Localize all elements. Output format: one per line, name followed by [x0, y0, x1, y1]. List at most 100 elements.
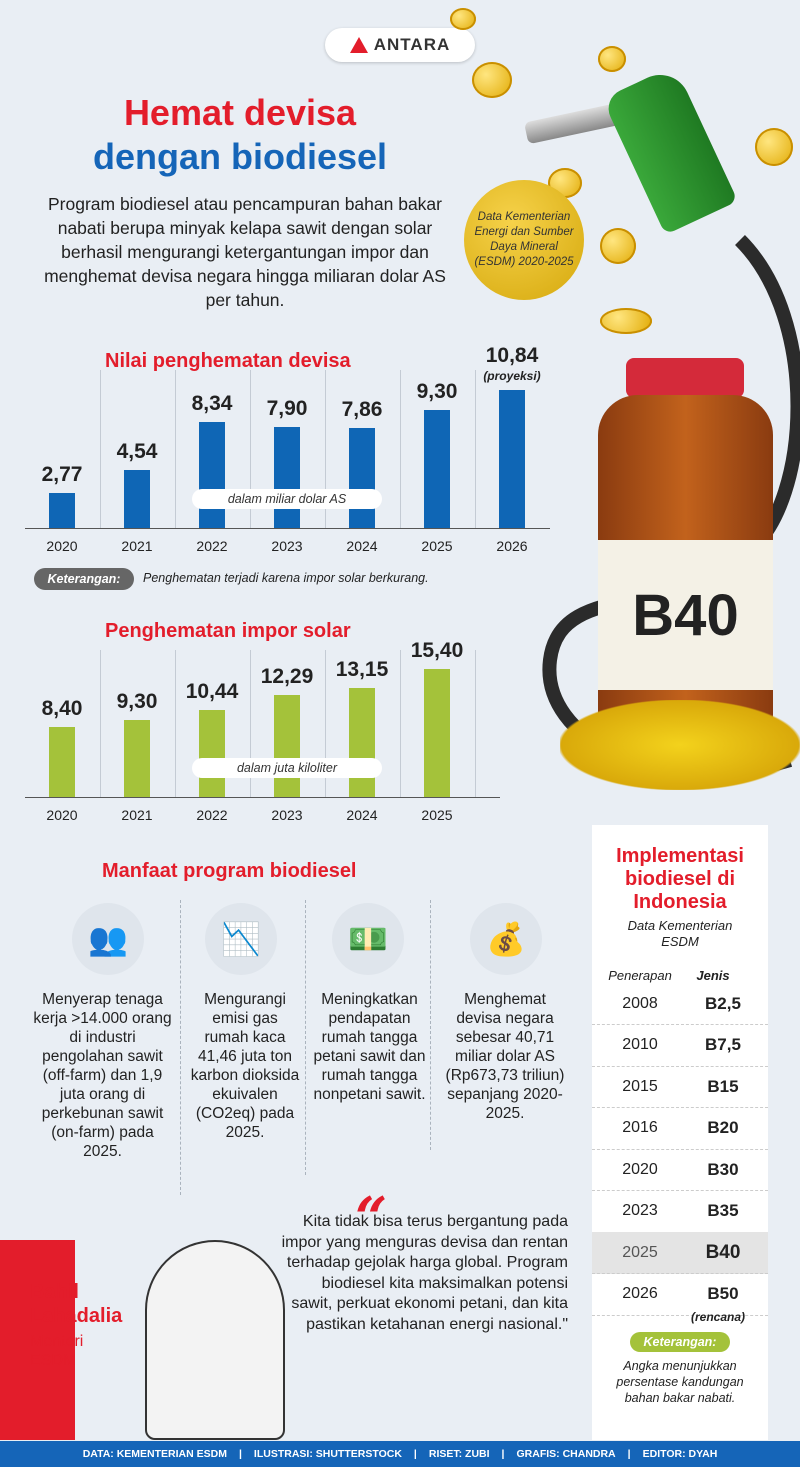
- gridline: [100, 650, 101, 797]
- divider: [430, 900, 431, 1150]
- row-year: 2015: [622, 1077, 658, 1095]
- bar: [49, 727, 75, 797]
- title-line2: dengan biodiesel: [92, 136, 388, 177]
- x-tick-label: 2024: [346, 807, 378, 823]
- implementation-panel: Implementasi biodiesel di Indonesia Data…: [592, 825, 768, 1440]
- coin-icon: [600, 308, 652, 334]
- chart1-unit-note: dalam miliar dolar AS: [192, 489, 382, 509]
- row-type: B20: [707, 1118, 739, 1137]
- coin-icon: [600, 228, 636, 264]
- footer-credit: RISET: ZUBI: [428, 1448, 490, 1460]
- row-type: B50: [707, 1284, 739, 1303]
- implementation-row: 2026 B50: [592, 1274, 768, 1316]
- benefit-text-2: Mengurangi emisi gas rumah kaca 41,46 ju…: [190, 991, 300, 1141]
- row-year: 2026: [622, 1285, 658, 1302]
- x-tick-label: 2026: [496, 538, 528, 554]
- x-tick-label: 2022: [196, 538, 228, 554]
- keterangan-text: Penghematan terjadi karena impor solar b…: [143, 571, 429, 585]
- red-accent: [0, 1240, 75, 1440]
- implementation-source: Data Kementerian ESDM: [627, 918, 733, 949]
- bar-value-label: 9,30: [416, 379, 458, 403]
- footer-separator: |: [501, 1448, 505, 1460]
- gridline: [475, 650, 476, 797]
- implementation-title: Implementasi biodiesel di Indonesia: [616, 845, 744, 913]
- income-growth-icon: 💵: [332, 903, 404, 975]
- title-line1: Hemat devisa: [123, 92, 357, 133]
- x-tick-label: 2021: [121, 807, 153, 823]
- row-type: B35: [707, 1201, 739, 1220]
- antara-mark-icon: [349, 37, 368, 53]
- implementation-row: 2023 B35: [592, 1191, 768, 1233]
- gridline: [325, 370, 326, 528]
- coin-icon: [472, 62, 512, 98]
- implementation-row: 2025 B40: [592, 1232, 768, 1274]
- projection-note: (proyeksi): [483, 369, 541, 384]
- credits-footer: DATA: KEMENTERIAN ESDM | ILUSTRASI: SHUTTE…: [0, 1441, 800, 1467]
- bar: [199, 421, 225, 528]
- benefit-text-3: Meningkatkan pendapatan rumah tangga pet…: [313, 991, 426, 1103]
- gridline: [325, 650, 326, 797]
- quote-text: Kita tidak bisa terus bergantung pada im…: [281, 1213, 568, 1333]
- footer-credit: GRAFIS: CHANDRA: [516, 1448, 616, 1460]
- gridline: [100, 370, 101, 528]
- bar-value-label: 10,84: [485, 344, 539, 368]
- col-type-header: Jenis: [696, 968, 730, 983]
- implementation-row: 2015 B15: [592, 1066, 768, 1108]
- bar-value-label: 4,54: [116, 440, 158, 464]
- footer-credit: DATA: KEMENTERIAN ESDM: [82, 1448, 227, 1460]
- person-name: Bahil Lahadalia: [30, 1281, 123, 1327]
- bar: [124, 719, 150, 797]
- row-type: B7,5: [705, 1035, 741, 1054]
- footer-separator: |: [413, 1448, 417, 1460]
- x-axis: [25, 797, 500, 798]
- person-role: Menteri ESDM: [30, 1333, 84, 1369]
- x-tick-label: 2022: [196, 807, 228, 823]
- bar: [274, 694, 300, 797]
- implementation-row: 2008 B2,5: [592, 983, 768, 1025]
- antara-logo: ANTARA: [325, 28, 475, 62]
- bar-value-label: 2,77: [41, 462, 83, 486]
- bar: [424, 409, 450, 528]
- money-savings-icon: 💰: [470, 903, 542, 975]
- bar-value-label: 10,44: [185, 680, 239, 704]
- chart2-unit-note: dalam juta kiloliter: [192, 758, 382, 778]
- implementation-ket-text: Angka menunjukkan persentase kandungan b…: [616, 1359, 744, 1405]
- row-type: B40: [705, 1241, 741, 1263]
- row-year: 2025: [622, 1243, 658, 1261]
- person-portrait-illustration: [145, 1240, 285, 1440]
- gridline: [250, 370, 251, 528]
- bar-value-label: 8,34: [191, 391, 233, 415]
- bar: [349, 427, 375, 528]
- footer-separator: |: [627, 1448, 631, 1460]
- bar: [199, 710, 225, 797]
- coin-icon: [755, 128, 793, 166]
- bottle-cap: [626, 358, 744, 398]
- footer-credit: EDITOR: DYAH: [642, 1448, 718, 1460]
- bar: [424, 668, 450, 797]
- row-type: B2,5: [705, 993, 741, 1013]
- workers-icon: 👥: [72, 903, 144, 975]
- x-tick-label: 2024: [346, 538, 378, 554]
- x-tick-label: 2023: [271, 538, 303, 554]
- x-tick-label: 2021: [121, 538, 153, 554]
- benefits-title: Manfaat program biodiesel: [102, 860, 357, 882]
- bar-value-label: 7,86: [341, 397, 383, 421]
- intro-text: Program biodiesel atau pencampuran bahan…: [44, 194, 446, 310]
- row-year: 2008: [622, 994, 658, 1012]
- gridline: [175, 650, 176, 797]
- bar-value-label: 9,30: [116, 689, 158, 713]
- row-year: 2023: [622, 1202, 658, 1219]
- gridline: [475, 370, 476, 528]
- row-year: 2020: [622, 1160, 658, 1178]
- gridline: [175, 370, 176, 528]
- footer-credit: ILUSTRASI: SHUTTERSTOCK: [253, 1448, 402, 1460]
- gridline: [400, 650, 401, 797]
- implementation-row: 2010 B7,5: [592, 1025, 768, 1067]
- row-type: B15: [707, 1076, 739, 1096]
- x-axis: [25, 528, 550, 529]
- x-tick-label: 2025: [421, 807, 453, 823]
- source-drop: Data Kementerian Energi dan Sumber Daya …: [464, 180, 584, 300]
- bar-value-label: 12,29: [260, 664, 314, 688]
- bar-value-label: 13,15: [335, 657, 389, 681]
- bar: [274, 427, 300, 528]
